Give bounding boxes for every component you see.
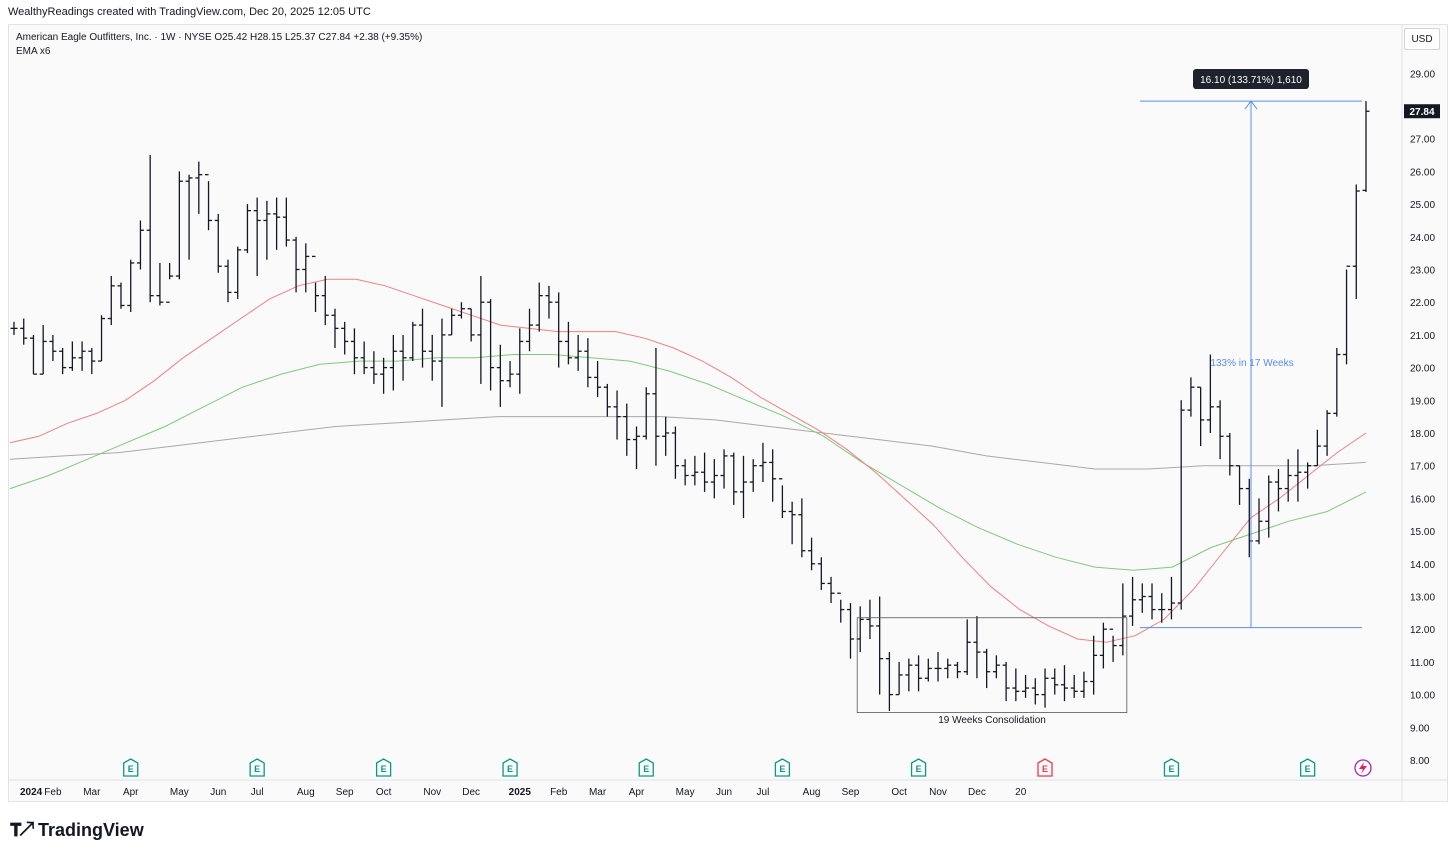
chart-frame[interactable] [8,24,1448,802]
y-tick-label: 27.00 [1410,135,1435,146]
y-tick-label: 11.00 [1410,658,1435,669]
measure-label: 16.10 (133.71%) 1,610 [1200,75,1302,86]
y-tick-label: 23.00 [1410,266,1435,277]
indicator-legend[interactable]: EMA x6 [16,46,51,57]
earnings-icon [123,758,139,777]
x-tick-label: Dec [462,787,480,798]
earnings-icon [375,758,392,777]
y-tick-label: 14.00 [1410,560,1435,571]
x-tick-label: Jul [757,787,770,798]
earnings-icon [502,758,518,777]
earnings-icon-letter: E [1168,764,1174,774]
x-tick-label: Nov [929,787,947,798]
consolidation-label: 19 Weeks Consolidation [938,715,1046,726]
x-tick-label: Dec [968,787,986,798]
y-tick-label: 25.00 [1410,200,1435,211]
earnings-icon-letter: E [779,764,785,774]
x-tick-label: Mar [589,787,607,798]
y-tick-label: 26.00 [1410,167,1435,178]
x-tick-label: Jun [210,787,226,798]
x-tick-label: Jun [716,787,732,798]
measure-label-box [1193,69,1309,89]
y-tick-label: 22.00 [1410,298,1435,309]
earnings-icon [1163,758,1180,777]
chart-caption: WealthyReadings created with TradingView… [8,6,371,18]
x-tick-label: Mar [83,787,101,798]
earnings-icon-letter: E [1042,764,1048,774]
earnings-icon [249,758,265,777]
earnings-icon [1037,758,1053,777]
x-tick-label: Aug [803,787,821,798]
y-tick-label: 20.00 [1410,364,1435,375]
y-tick-label: 8.00 [1410,756,1430,767]
y-tick-label: 15.00 [1410,527,1435,538]
gain-annotation: 133% in 17 Weeks [1210,358,1293,369]
x-tick-label: Feb [44,787,62,798]
ema-fast-line [9,278,1367,643]
x-tick-label: May [170,787,189,798]
ema-slow-line [9,416,1367,470]
x-tick-label: Oct [891,787,907,798]
earnings-icon [910,758,927,777]
x-tick-label: Feb [550,787,568,798]
y-tick-label: 29.00 [1410,69,1435,80]
x-tick-label: Oct [376,787,392,798]
y-tick-label: 19.00 [1410,396,1435,407]
last-price-label: 27.84 [1409,107,1434,118]
earnings-icon-letter: E [507,764,513,774]
x-tick-label: Apr [629,787,645,798]
tradingview-logo[interactable]: 𝐓↗ TradingView [10,820,144,841]
earnings-icon-letter: E [916,764,922,774]
x-tick-label: Apr [123,787,139,798]
consolidation-box [856,617,1128,713]
earnings-icon-letter: E [643,764,649,774]
earnings-icon [1299,758,1316,777]
symbol-legend: American Eagle Outfitters, Inc. · 1W · N… [16,32,423,43]
earnings-icon-letter: E [1305,764,1311,774]
tradingview-icon: 𝐓↗ [10,820,34,840]
y-tick-label: 13.00 [1410,593,1435,604]
tradingview-wordmark: TradingView [38,820,144,840]
currency-button[interactable]: USD [1404,28,1440,50]
x-tick-label: Sep [842,787,860,798]
x-tick-label: Jul [251,787,264,798]
earnings-icon-letter: E [254,764,260,774]
y-tick-label: 16.00 [1410,494,1435,505]
earnings-icon-letter: E [381,764,387,774]
y-tick-label: 9.00 [1410,723,1430,734]
y-tick-label: 12.00 [1410,625,1435,636]
y-tick-label: 18.00 [1410,429,1435,440]
x-tick-label: Sep [336,787,354,798]
y-tick-label: 10.00 [1410,691,1435,702]
x-tick-label: 2025 [509,787,532,798]
y-tick-label: 17.00 [1410,462,1435,473]
y-tick-label: 21.00 [1410,331,1435,342]
earnings-icon [774,758,791,777]
lightning-icon [1359,762,1367,774]
earnings-icon-letter: E [128,764,134,774]
x-tick-label: May [676,787,695,798]
earnings-icon [638,758,654,777]
ema-mid-line [9,354,1367,571]
x-tick-label: 2024 [20,787,43,798]
last-price-tag [1404,104,1440,119]
measure-arrow-head [1244,100,1258,110]
y-tick-label: 24.00 [1410,233,1435,244]
x-tick-label: Aug [297,787,315,798]
x-tick-label: Nov [423,787,441,798]
x-tick-label: 20 [1015,787,1027,798]
